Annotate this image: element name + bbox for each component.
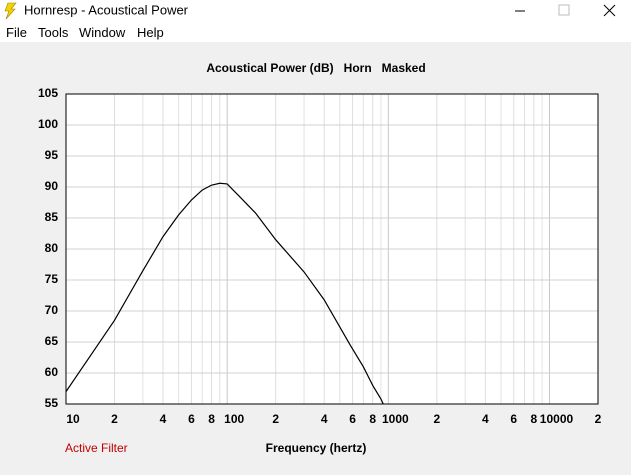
x-tick-label: 1000	[382, 412, 409, 426]
x-tick-label: 100	[224, 412, 244, 426]
x-tick-label: 8	[369, 412, 376, 426]
status-text: Active Filter	[65, 441, 128, 455]
x-tick-label: 2	[272, 412, 279, 426]
x-tick-label: 8	[531, 412, 538, 426]
title-bar: Hornresp - Acoustical Power	[0, 0, 631, 22]
x-tick-label: 10	[66, 412, 80, 426]
menu-bar: File Tools Window Help	[0, 22, 631, 42]
x-tick-label: 4	[321, 412, 328, 426]
x-tick-label: 2	[433, 412, 440, 426]
x-tick-label: 6	[188, 412, 195, 426]
chart-title: Acoustical Power (dB) Horn Masked	[206, 61, 425, 75]
x-tick-label: 6	[349, 412, 356, 426]
y-tick-label: 95	[45, 148, 59, 162]
window-title: Hornresp - Acoustical Power	[24, 2, 189, 17]
menu-item[interactable]: Window	[79, 25, 126, 40]
x-tick-label: 8	[208, 412, 215, 426]
menu-item[interactable]: Help	[137, 25, 164, 40]
plot-border	[65, 93, 599, 405]
y-tick-label: 55	[45, 396, 59, 410]
x-tick-label: 10000	[540, 412, 574, 426]
data-line	[66, 182, 384, 404]
y-tick-label: 65	[45, 334, 59, 348]
y-tick-label: 80	[45, 241, 59, 255]
x-tick-label: 2	[111, 412, 118, 426]
x-tick-label: 6	[510, 412, 517, 426]
menu-item[interactable]: Tools	[38, 25, 69, 40]
app-icon	[4, 2, 17, 20]
x-axis-label: Frequency (hertz)	[266, 441, 367, 455]
x-tick-label: 4	[160, 412, 167, 426]
y-tick-label: 60	[45, 365, 59, 379]
menu-item[interactable]: File	[6, 25, 27, 40]
y-tick-label: 70	[45, 303, 59, 317]
y-tick-label: 90	[45, 179, 59, 193]
close-button[interactable]	[603, 4, 616, 17]
x-tick-label: 4	[482, 412, 489, 426]
y-tick-label: 100	[38, 117, 58, 131]
y-tick-label: 75	[45, 272, 59, 286]
title-bar-graphics: Hornresp - Acoustical Power	[4, 2, 616, 20]
y-tick-label: 85	[45, 210, 59, 224]
x-tick-label: 2	[595, 412, 602, 426]
maximize-button[interactable]	[558, 4, 570, 16]
y-tick-label: 105	[38, 86, 58, 100]
